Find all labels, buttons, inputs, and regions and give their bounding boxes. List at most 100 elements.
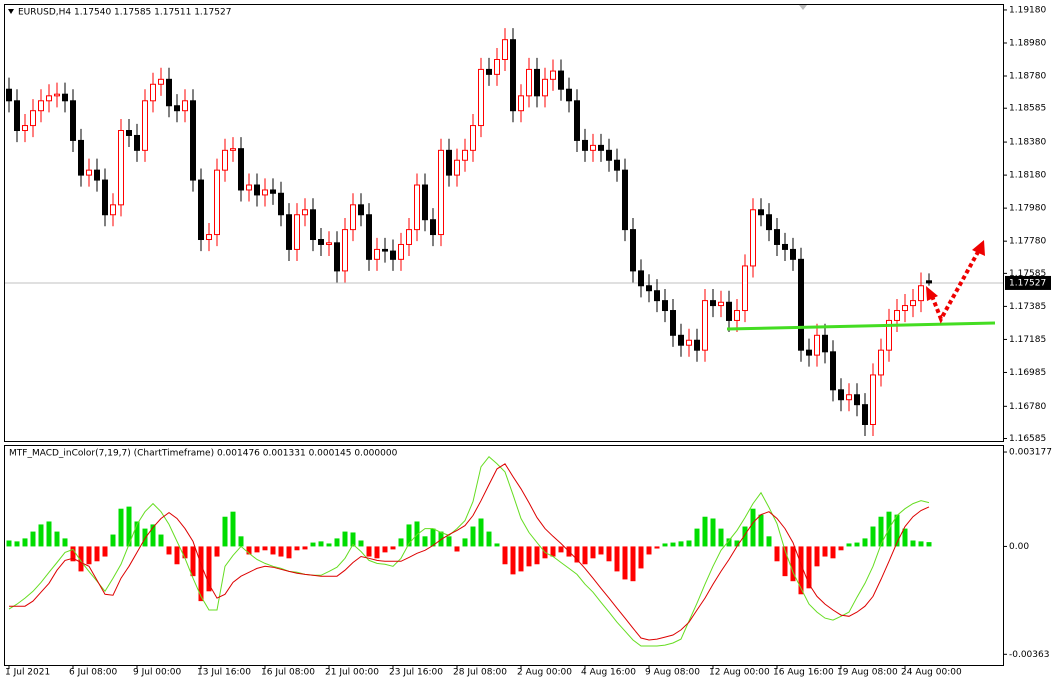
- candle-body: [86, 169, 92, 176]
- histogram-bar: [574, 546, 580, 563]
- histogram-bar: [246, 546, 252, 555]
- candle-body: [286, 214, 292, 250]
- histogram-bar: [174, 546, 180, 565]
- candle-body: [518, 95, 524, 112]
- candle-body: [742, 265, 748, 312]
- candle-body: [542, 78, 548, 97]
- price-panel: [4, 4, 1004, 442]
- histogram-bar: [918, 541, 924, 547]
- menu-arrow[interactable]: [8, 9, 14, 14]
- histogram-bar: [630, 546, 636, 582]
- histogram-bar: [294, 546, 300, 551]
- candle-body: [774, 229, 780, 245]
- histogram-bar: [710, 518, 716, 547]
- histogram-bar: [198, 546, 204, 602]
- candle-body: [822, 334, 828, 353]
- histogram-bar: [662, 543, 668, 547]
- histogram-bar: [694, 528, 700, 547]
- histogram-bar: [742, 526, 748, 547]
- y-tick-label: 1.16585: [1009, 434, 1046, 444]
- x-tick-label: 12 Aug 00:00: [709, 668, 770, 678]
- histogram-bar: [830, 546, 836, 559]
- histogram-bar: [814, 546, 820, 567]
- candle-body: [182, 100, 188, 112]
- histogram-bar: [318, 541, 324, 547]
- candle-body: [270, 189, 276, 194]
- histogram-bar: [14, 541, 20, 547]
- histogram-bar: [854, 542, 860, 547]
- histogram-bar: [510, 546, 516, 575]
- histogram-bar: [782, 546, 788, 577]
- histogram-bar: [902, 528, 908, 547]
- candle-body: [398, 243, 404, 260]
- candle-body: [526, 68, 532, 97]
- histogram-bar: [558, 546, 564, 553]
- candle-body: [750, 209, 756, 267]
- candle-body: [238, 148, 244, 191]
- histogram-bar: [446, 536, 452, 547]
- trend-line: [726, 321, 996, 331]
- candle-body: [46, 95, 52, 102]
- candle-body: [806, 349, 812, 356]
- candle-body: [550, 70, 556, 80]
- candle-body: [510, 39, 516, 112]
- y-tick-label: 0.003177: [1009, 448, 1052, 458]
- candle-body: [918, 285, 924, 302]
- histogram-bar: [310, 542, 316, 547]
- histogram-bar: [486, 531, 492, 547]
- y-tick-label: 1.19180: [1009, 5, 1046, 15]
- histogram-bar: [278, 546, 284, 557]
- histogram-bar: [758, 514, 764, 547]
- candle-body: [214, 169, 220, 236]
- candle-body: [814, 334, 820, 356]
- y-tick-label: 1.18380: [1009, 138, 1046, 148]
- y-tick-label: 1.17385: [1009, 302, 1046, 312]
- candle-body: [726, 301, 732, 321]
- candle-body: [358, 204, 364, 216]
- candle-body: [486, 68, 492, 75]
- marks: 1.19180 1.18980 1.18780 1.18585 1.18380 1.181…: [5, 5, 1052, 678]
- candle-body: [318, 239, 324, 245]
- candle-body: [926, 280, 932, 284]
- candle-body: [174, 105, 180, 112]
- histogram-bar: [262, 546, 268, 551]
- candle-body: [654, 290, 660, 302]
- histogram-bar: [870, 526, 876, 547]
- histogram-bar: [702, 516, 708, 547]
- candle-body: [798, 258, 804, 351]
- candle-body: [438, 149, 444, 236]
- candle-body: [22, 125, 28, 132]
- histogram-bar: [654, 546, 660, 549]
- candle-body: [366, 214, 372, 260]
- candle-body: [694, 339, 700, 351]
- x-tick-label: 1 Jul 2021: [5, 668, 50, 678]
- histogram-bar: [54, 531, 60, 547]
- x-tick-label: 2 Aug 00:00: [517, 668, 572, 678]
- y-tick-label: 1.16985: [1009, 368, 1046, 378]
- shift-marker[interactable]: [799, 5, 807, 10]
- histogram-bar: [910, 540, 916, 547]
- histogram-bar: [358, 540, 364, 547]
- candle-body: [686, 339, 692, 346]
- histogram-bar: [390, 546, 396, 550]
- candle-body: [846, 394, 852, 401]
- candle-body: [598, 144, 604, 151]
- y-tick-label: 1.17185: [1009, 335, 1046, 345]
- candle-body: [30, 110, 36, 127]
- histogram-bar: [398, 538, 404, 547]
- candle-body: [414, 184, 420, 231]
- macd-panel: [4, 445, 1004, 666]
- candle-body: [422, 184, 428, 221]
- histogram-bar: [206, 546, 212, 592]
- histogram-bar: [598, 546, 604, 555]
- y-tick-label: 1.18585: [1009, 104, 1046, 114]
- candle-body: [374, 248, 380, 260]
- candle-body: [702, 300, 708, 351]
- macd-line: [8, 455, 930, 647]
- histogram-bar: [414, 521, 420, 547]
- price-label-box: [1005, 275, 1051, 290]
- histogram-bar: [590, 546, 596, 559]
- candle-body: [782, 243, 788, 250]
- candle-body: [622, 169, 628, 231]
